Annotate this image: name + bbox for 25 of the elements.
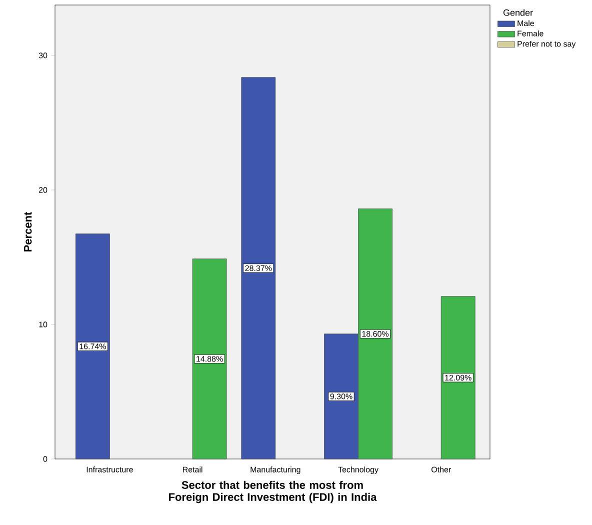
y-tick-label: 10 [39,322,48,328]
x-tick-label: Technology [338,466,378,474]
y-tick-label: 20 [38,187,48,193]
y-axis-title: Percent [24,212,32,252]
data-label: 14.88% [196,356,223,362]
x-axis-title: Sector that benefits the most from Foreign Direct Investment (FDI) in India [169,480,377,504]
bar [440,296,476,460]
data-label: 16.74% [80,344,106,350]
data-label: 12.09% [445,374,472,381]
data-label: 9.30% [330,394,352,400]
bar [192,258,227,460]
x-tick-label: Retail [182,466,202,472]
bar [241,77,276,460]
y-tick-label: 30 [38,52,48,58]
y-tick-label: 0 [43,456,48,462]
bar [75,234,110,460]
legend-label: Female [518,30,544,36]
legend-label: Male [518,20,534,26]
x-tick-label: Infrastructure [86,466,133,472]
legend-label: Prefer not to say [518,40,576,48]
data-label: 28.37% [245,265,272,272]
x-tick-label: Other [431,466,451,472]
data-label: 18.60% [362,331,389,337]
legend-title: Gender [503,9,533,16]
x-tick-label: Manufacturing [250,466,300,474]
